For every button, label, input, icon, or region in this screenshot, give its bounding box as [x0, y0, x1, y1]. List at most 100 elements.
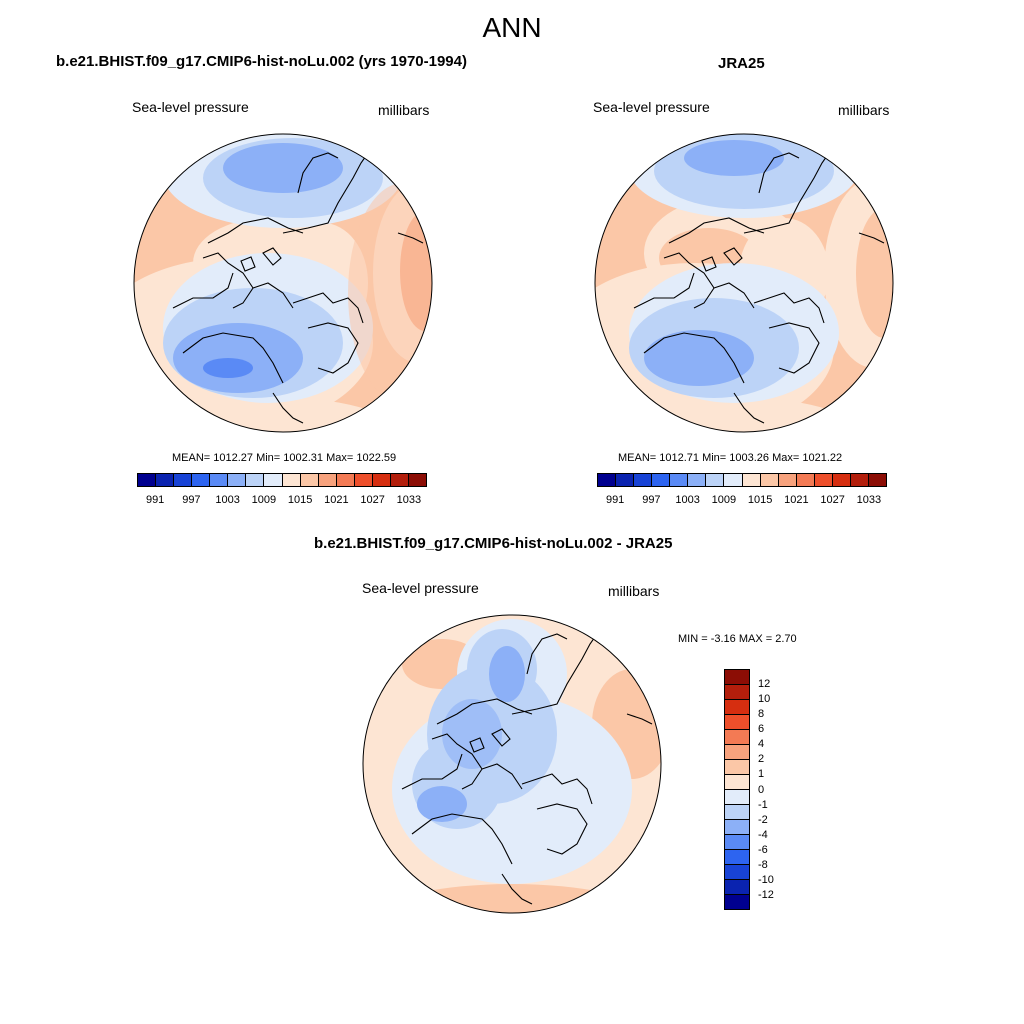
- model-colorbar-swatch: [246, 474, 265, 486]
- diff-variable-label: Sea-level pressure: [362, 580, 479, 596]
- figure-title: ANN: [482, 12, 542, 43]
- obs-colorbar-swatch: [706, 474, 725, 486]
- obs-colorbar-label: 1015: [747, 494, 773, 506]
- model-colorbar-swatch: [210, 474, 229, 486]
- obs-colorbar-swatch: [616, 474, 635, 486]
- diff-colorbar-label: -12: [758, 888, 774, 901]
- model-colorbar-swatches: [137, 473, 427, 487]
- model-map-border: [133, 133, 433, 433]
- model-colorbar-label: 1021: [324, 494, 349, 506]
- obs-colorbar-swatch: [742, 474, 761, 486]
- diff-colorbar-swatches: [724, 669, 750, 910]
- obs-slp-field: [595, 134, 893, 432]
- model-stats: MEAN= 1012.27 Min= 1002.31 Max= 1022.59: [172, 452, 397, 464]
- obs-colorbar-swatch: [832, 474, 851, 486]
- diff-polar-map: [362, 614, 662, 914]
- diff-colorbar-label: -2: [758, 813, 768, 826]
- diff-colorbar-swatch: [725, 685, 749, 700]
- model-units-label: millibars: [378, 102, 430, 118]
- model-colorbar-swatch: [354, 474, 373, 486]
- model-colorbar-label: 1027: [360, 494, 385, 506]
- diff-colorbar-swatch: [725, 715, 749, 730]
- model-colorbar-label: 991: [145, 494, 165, 506]
- model-colorbar-swatch: [318, 474, 337, 486]
- model-slp-field: [134, 134, 432, 432]
- diff-colorbar-label: 1: [758, 768, 765, 781]
- obs-colorbar-label: 1009: [711, 494, 737, 506]
- diff-colorbar-swatch: [725, 700, 749, 715]
- diff-colorbar-label: -1: [758, 798, 768, 811]
- diff-colorbar-swatch: [725, 730, 749, 745]
- model-colorbar-label: 1003: [215, 494, 240, 506]
- model-colorbar-swatch: [408, 474, 426, 486]
- diff-colorbar-label: 12: [758, 678, 771, 691]
- obs-colorbar-label: 1021: [784, 494, 809, 506]
- model-panel-title: b.e21.BHIST.f09_g17.CMIP6-hist-noLu.002 …: [56, 53, 467, 70]
- diff-colorbar-label: -8: [758, 858, 768, 871]
- model-colorbar-swatch: [228, 474, 247, 486]
- obs-variable-label: Sea-level pressure: [593, 99, 710, 115]
- obs-colorbar-swatch: [850, 474, 869, 486]
- model-colorbar-swatch: [300, 474, 319, 486]
- diff-map-border: [362, 614, 662, 914]
- model-colorbar-swatch: [282, 474, 301, 486]
- diff-colorbar-swatch: [725, 820, 749, 835]
- obs-colorbar-swatch: [796, 474, 815, 486]
- model-colorbar-swatch: [390, 474, 409, 486]
- model-colorbar-swatch: [372, 474, 391, 486]
- diff-colorbar-label: 2: [758, 753, 765, 766]
- model-colorbar-label: 997: [182, 494, 201, 506]
- diff-colorbar-label: -10: [758, 873, 774, 886]
- model-colorbar-label: 1015: [287, 494, 313, 506]
- model-coastlines: [172, 152, 424, 424]
- obs-coastlines: [633, 152, 885, 424]
- obs-units-label: millibars: [838, 102, 890, 118]
- obs-colorbar-swatch: [760, 474, 779, 486]
- diff-colorbar-label: 4: [758, 738, 765, 751]
- diff-colorbar-swatch: [725, 805, 749, 820]
- diff-colorbar-swatch: [725, 790, 749, 805]
- obs-stats: MEAN= 1012.71 Min= 1003.26 Max= 1021.22: [618, 452, 843, 464]
- model-colorbar-swatch: [192, 474, 211, 486]
- model-colorbar-swatch: [174, 474, 193, 486]
- diff-colorbar: [724, 669, 750, 910]
- diff-colorbar-swatch: [725, 745, 749, 760]
- obs-colorbar-swatch: [670, 474, 689, 486]
- diff-colorbar-label: 8: [758, 708, 765, 721]
- obs-colorbar-swatch: [778, 474, 797, 486]
- obs-polar-map: [594, 133, 894, 433]
- obs-colorbar-swatch: [868, 474, 886, 486]
- model-colorbar-swatch: [156, 474, 175, 486]
- model-colorbar-swatch: [264, 474, 283, 486]
- diff-colorbar-label: 0: [758, 783, 765, 796]
- diff-colorbar-label: -6: [758, 843, 768, 856]
- model-colorbar-label: 1033: [396, 494, 422, 506]
- obs-colorbar-label: 1027: [820, 494, 845, 506]
- diff-units-label: millibars: [608, 583, 660, 599]
- obs-colorbar: [597, 473, 887, 487]
- obs-colorbar-label: 997: [642, 494, 661, 506]
- diff-colorbar-swatch: [725, 880, 749, 895]
- obs-colorbar-swatches: [597, 473, 887, 487]
- obs-colorbar-label: 1003: [675, 494, 700, 506]
- obs-colorbar-swatch: [652, 474, 671, 486]
- diff-colorbar-swatch: [725, 835, 749, 850]
- diff-panel-title: b.e21.BHIST.f09_g17.CMIP6-hist-noLu.002 …: [314, 535, 673, 552]
- obs-map-border: [594, 133, 894, 433]
- diff-stats: MIN = -3.16 MAX = 2.70: [678, 633, 797, 645]
- diff-coastlines: [401, 633, 653, 905]
- obs-colorbar-label: 1033: [856, 494, 882, 506]
- model-colorbar-swatch: [336, 474, 355, 486]
- model-colorbar-swatch: [138, 474, 157, 486]
- diff-colorbar-swatch: [725, 865, 749, 880]
- diff-colorbar-labels: 12 10 8 6 4 2 1 0 -1 -2 -4 -6 -8 -10 -12: [758, 669, 798, 910]
- diff-colorbar-swatch: [725, 775, 749, 790]
- diff-colorbar-swatch: [725, 850, 749, 865]
- obs-colorbar-swatch: [814, 474, 833, 486]
- obs-colorbar-swatch: [634, 474, 653, 486]
- model-colorbar: [137, 473, 427, 487]
- diff-colorbar-swatch: [725, 760, 749, 775]
- obs-panel-title: JRA25: [718, 55, 765, 72]
- diff-colorbar-label: 10: [758, 693, 771, 706]
- obs-colorbar-swatch: [724, 474, 743, 486]
